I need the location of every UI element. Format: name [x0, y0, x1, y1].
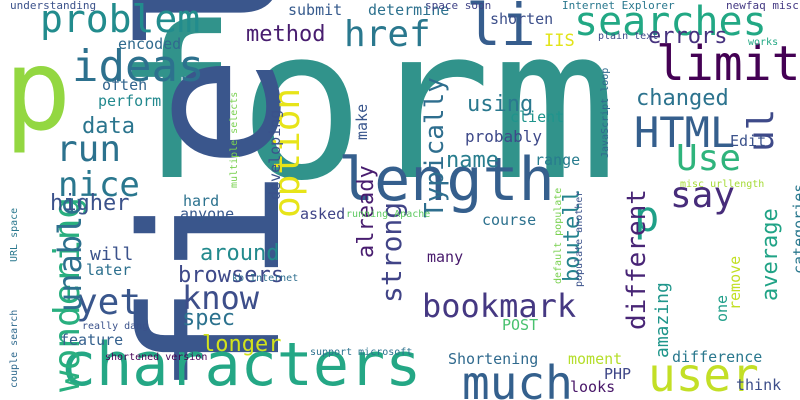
cloud-word-often: often	[102, 76, 148, 94]
cloud-word-know: know	[182, 279, 260, 317]
cloud-word-many: many	[427, 248, 464, 266]
cloud-word-bookmark: bookmark	[422, 287, 577, 325]
cloud-word-amazing: amazing	[652, 282, 673, 358]
cloud-word-internet-explorer: Internet Explorer	[562, 0, 675, 12]
cloud-word-remove: remove	[726, 255, 744, 310]
cloud-word-think: think	[736, 376, 782, 394]
cloud-word-say: say	[670, 175, 736, 216]
cloud-word-form: form	[112, 0, 618, 227]
cloud-word-later: later	[86, 261, 132, 279]
cloud-word-populate-another: populate another	[574, 190, 585, 287]
cloud-word-p: p	[4, 26, 72, 156]
cloud-word-changed: changed	[636, 86, 729, 111]
cloud-word-looks: looks	[570, 378, 616, 396]
cloud-word-probably: probably	[465, 127, 543, 146]
cloud-word-shortened-version: shortened version	[105, 352, 208, 363]
cloud-word-characters: characters	[60, 330, 422, 400]
cloud-word-browsers: browsers	[178, 263, 284, 288]
cloud-word-understanding: understanding	[10, 0, 97, 12]
cloud-word-higher: higher	[50, 191, 130, 216]
cloud-word-perform: perform	[98, 92, 162, 110]
cloud-word-p-2: p	[634, 192, 660, 241]
cloud-word-problem: problem	[40, 0, 201, 41]
cloud-word-categories: categories	[790, 183, 800, 274]
cloud-word-ideas: ideas	[72, 41, 205, 92]
cloud-word-moment: moment	[568, 350, 623, 368]
cloud-word-average: average	[758, 208, 783, 301]
cloud-word-determine: determine	[368, 1, 450, 19]
cloud-word-works: works	[748, 37, 779, 48]
cloud-word-name: name	[446, 148, 499, 173]
cloud-word-plain-text: plain text	[598, 31, 659, 42]
cloud-word-around: around	[200, 241, 280, 266]
cloud-word-href: href	[344, 14, 431, 55]
cloud-word-length: length	[338, 145, 555, 215]
cloud-word-running-apache: running Apache	[346, 209, 431, 220]
cloud-word-nice: nice	[58, 165, 140, 205]
cloud-word-different: different	[622, 189, 652, 330]
cloud-word-anyone: anyone	[180, 205, 235, 223]
cloud-word-method: method	[246, 22, 326, 47]
cloud-word-url-space: URL space	[9, 207, 20, 262]
cloud-word-spec: spec	[182, 306, 235, 331]
cloud-word-encoded: encoded	[118, 35, 182, 53]
cloud-word-really-dang: really dang	[82, 321, 149, 332]
cloud-word-make: make	[353, 103, 371, 140]
cloud-word-shortening: Shortening	[448, 350, 539, 368]
cloud-word-typically: Typically	[420, 77, 450, 218]
cloud-word-submit: submit	[288, 1, 343, 19]
cloud-word-client: client	[510, 108, 565, 126]
cloud-word-li: li	[466, 0, 536, 59]
cloud-word-using: using	[467, 92, 534, 117]
cloud-word-iis: IIS	[544, 31, 575, 51]
cloud-word-javascript-loop: JavaScript loop	[600, 67, 611, 158]
cloud-word-user: user	[648, 348, 759, 400]
cloud-word-difference: difference	[672, 348, 763, 366]
cloud-word-much: much	[462, 356, 573, 400]
cloud-word-shorten: shorten	[490, 10, 554, 28]
cloud-word-couple-search: couple search	[9, 309, 20, 388]
cloud-word-will: will	[90, 244, 134, 265]
cloud-word-course: course	[482, 211, 537, 229]
cloud-word-html: HTML	[634, 108, 736, 157]
cloud-word-multiple-selects: multiple selects	[229, 91, 240, 188]
cloud-word-php: PHP	[604, 365, 632, 383]
cloud-word-developing: developing	[266, 109, 284, 200]
cloud-word-newfaq-misc: newfaq misc	[726, 0, 799, 12]
cloud-word-limit: limit	[656, 36, 800, 92]
cloud-word-kb-internet: kb Internet	[232, 273, 299, 284]
cloud-word-post: POST	[502, 316, 539, 334]
cloud-word-use: Use	[676, 138, 742, 179]
cloud-word-hard: hard	[183, 192, 220, 210]
cloud-word-errors: errors	[648, 24, 728, 49]
cloud-word-yet: yet	[76, 282, 142, 323]
cloud-word-data: data	[82, 114, 135, 139]
cloud-word-run: run	[56, 129, 122, 170]
cloud-word-searches: searches	[574, 0, 767, 45]
cloud-word-space-soon: space soon	[425, 0, 492, 12]
cloud-word-default-populate: default populate	[553, 187, 564, 284]
cloud-word-range: range	[535, 151, 581, 169]
cloud-word-longer: longer	[202, 332, 282, 357]
cloud-word-feature: feature	[60, 331, 124, 349]
cloud-word-edit: Edit	[730, 132, 767, 150]
cloud-word-asked: asked	[300, 205, 346, 223]
cloud-word-misc-urllength: misc urllength	[680, 179, 765, 190]
cloud-word-support-microsoft: support microsoft	[310, 347, 413, 358]
